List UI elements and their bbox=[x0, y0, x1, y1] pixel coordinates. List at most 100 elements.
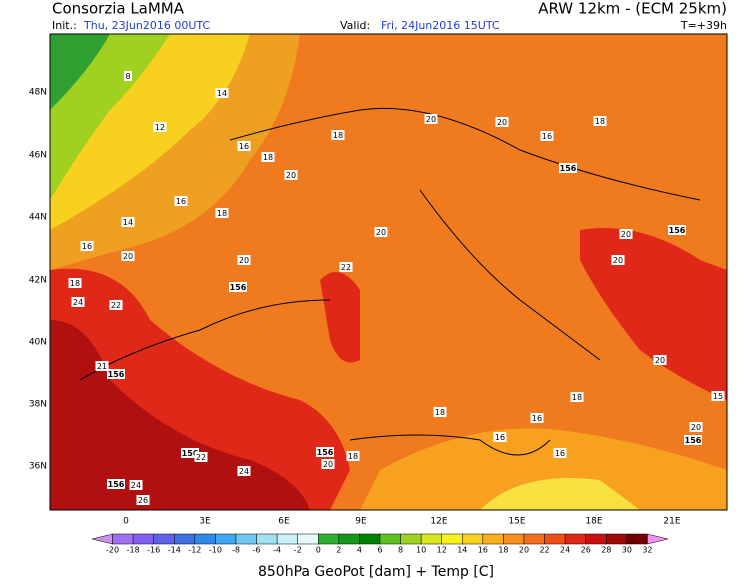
contour-label-bg bbox=[374, 227, 388, 237]
contour-label: 18 bbox=[348, 452, 358, 461]
contour-label-bg bbox=[339, 262, 353, 272]
contour-label: 20 bbox=[655, 356, 665, 365]
lon-label: 18E bbox=[585, 517, 602, 527]
contour-label: 20 bbox=[123, 252, 133, 261]
colorbar-tick-label: 18 bbox=[498, 546, 508, 555]
contour-label-bg bbox=[215, 208, 229, 218]
contour-label-bg bbox=[95, 361, 109, 371]
colorbar-tick-label: 22 bbox=[539, 546, 549, 555]
contour-label: 18 bbox=[263, 153, 273, 162]
contour-label: 16 bbox=[555, 449, 565, 458]
contour-label-bg bbox=[121, 251, 135, 261]
contour-label: 15 bbox=[713, 392, 723, 401]
contour-label: 20 bbox=[426, 115, 436, 124]
colorbar-segment bbox=[338, 533, 360, 545]
colorbar-segment bbox=[153, 533, 175, 545]
contour-label: 156 bbox=[560, 164, 577, 173]
contour-label-bg bbox=[194, 452, 208, 462]
colorbar-tick-label: -12 bbox=[188, 546, 201, 555]
contour-label: 22 bbox=[111, 301, 121, 310]
contour-label-bg bbox=[331, 130, 345, 140]
lat-label: 38N bbox=[29, 400, 47, 410]
valid-label: Valid: bbox=[340, 19, 370, 32]
colorbar-segment bbox=[194, 533, 216, 545]
contour-label-bg bbox=[668, 225, 686, 235]
contour-label-bg bbox=[559, 163, 577, 173]
colorbar-segment bbox=[215, 533, 237, 545]
colorbar-segment bbox=[462, 533, 484, 545]
valid: Fri, 24Jun2016 15UTC bbox=[381, 19, 500, 32]
contour-label-bg bbox=[684, 435, 702, 445]
contour-label-bg bbox=[237, 141, 251, 151]
contour-label: 156 bbox=[669, 226, 686, 235]
lat-label: 42N bbox=[29, 276, 47, 286]
colorbar-segment bbox=[626, 533, 648, 545]
colorbar-tick-label: 28 bbox=[601, 546, 611, 555]
contour-label-bg bbox=[109, 300, 123, 310]
contour-label: 16 bbox=[176, 197, 186, 206]
lon-label: 3E bbox=[199, 517, 211, 527]
contour-label-bg bbox=[237, 255, 251, 265]
contour-label-bg bbox=[174, 196, 188, 206]
contour-label: 21 bbox=[97, 362, 107, 371]
contour-label-bg bbox=[71, 297, 85, 307]
colorbar-segment bbox=[256, 533, 278, 545]
lon-label: 12E bbox=[430, 517, 447, 527]
contour-label-bg bbox=[284, 170, 298, 180]
contour-label-bg bbox=[153, 122, 167, 132]
contour-label-bg bbox=[107, 369, 125, 379]
contour-label: 12 bbox=[155, 123, 165, 132]
colorbar-segment bbox=[318, 533, 340, 545]
colorbar-tick-label: 2 bbox=[336, 546, 341, 555]
contour-label-bg bbox=[653, 355, 667, 365]
colorbar-segment bbox=[564, 533, 586, 545]
colorbar-segment bbox=[523, 533, 545, 545]
colorbar-tick-label: -18 bbox=[127, 546, 140, 555]
colorbar-tick-label: 24 bbox=[560, 546, 570, 555]
contour-label-bg bbox=[611, 255, 625, 265]
contour-label: 156 bbox=[108, 480, 125, 489]
contour-label: 156 bbox=[317, 448, 334, 457]
colorbar-segment bbox=[297, 533, 319, 545]
contour-label-bg bbox=[593, 116, 607, 126]
lat-label: 48N bbox=[29, 88, 47, 98]
colorbar-segment bbox=[503, 533, 525, 545]
contour-label: 20 bbox=[621, 230, 631, 239]
contour-label: 22 bbox=[196, 453, 206, 462]
contour-label: 14 bbox=[217, 89, 227, 98]
colorbar-tick-label: -20 bbox=[106, 546, 119, 555]
contour-label-bg bbox=[237, 466, 251, 476]
contour-label-bg bbox=[495, 117, 509, 127]
lat-label: 40N bbox=[29, 338, 47, 348]
colorbar-segment bbox=[441, 533, 463, 545]
contour-label-bg bbox=[129, 480, 143, 490]
colorbar-tick-label: 8 bbox=[398, 546, 403, 555]
colorbar-segment bbox=[606, 533, 628, 545]
contour-label-bg bbox=[689, 422, 703, 432]
contour-label-bg bbox=[215, 88, 229, 98]
colorbar-segment bbox=[132, 533, 154, 545]
colorbar-tick-label: 14 bbox=[457, 546, 467, 555]
contour-label: 26 bbox=[138, 496, 148, 505]
colorbar-tick-label: -10 bbox=[209, 546, 222, 555]
contour-label-bg bbox=[493, 432, 507, 442]
contour-label: 18 bbox=[435, 408, 445, 417]
contour-label-bg bbox=[433, 407, 447, 417]
contour-label: 20 bbox=[323, 460, 333, 469]
lat-label: 44N bbox=[29, 213, 47, 223]
lead: T=+39h bbox=[680, 19, 727, 32]
colorbar-segment bbox=[379, 533, 401, 545]
contour-label-bg bbox=[121, 217, 135, 227]
colorbar-arrow bbox=[91, 533, 113, 545]
contour-label-bg bbox=[346, 451, 360, 461]
contour-label: 18 bbox=[572, 393, 582, 402]
contour-label-bg bbox=[570, 392, 584, 402]
map-frame bbox=[49, 33, 728, 511]
contour-label-bg bbox=[124, 71, 132, 81]
title: Consorzia LaMMA bbox=[52, 0, 185, 18]
contour-label-bg bbox=[107, 479, 125, 489]
contour-label: 16 bbox=[542, 132, 552, 141]
contour-label-bg bbox=[619, 229, 633, 239]
lon-label: 0 bbox=[123, 517, 129, 527]
